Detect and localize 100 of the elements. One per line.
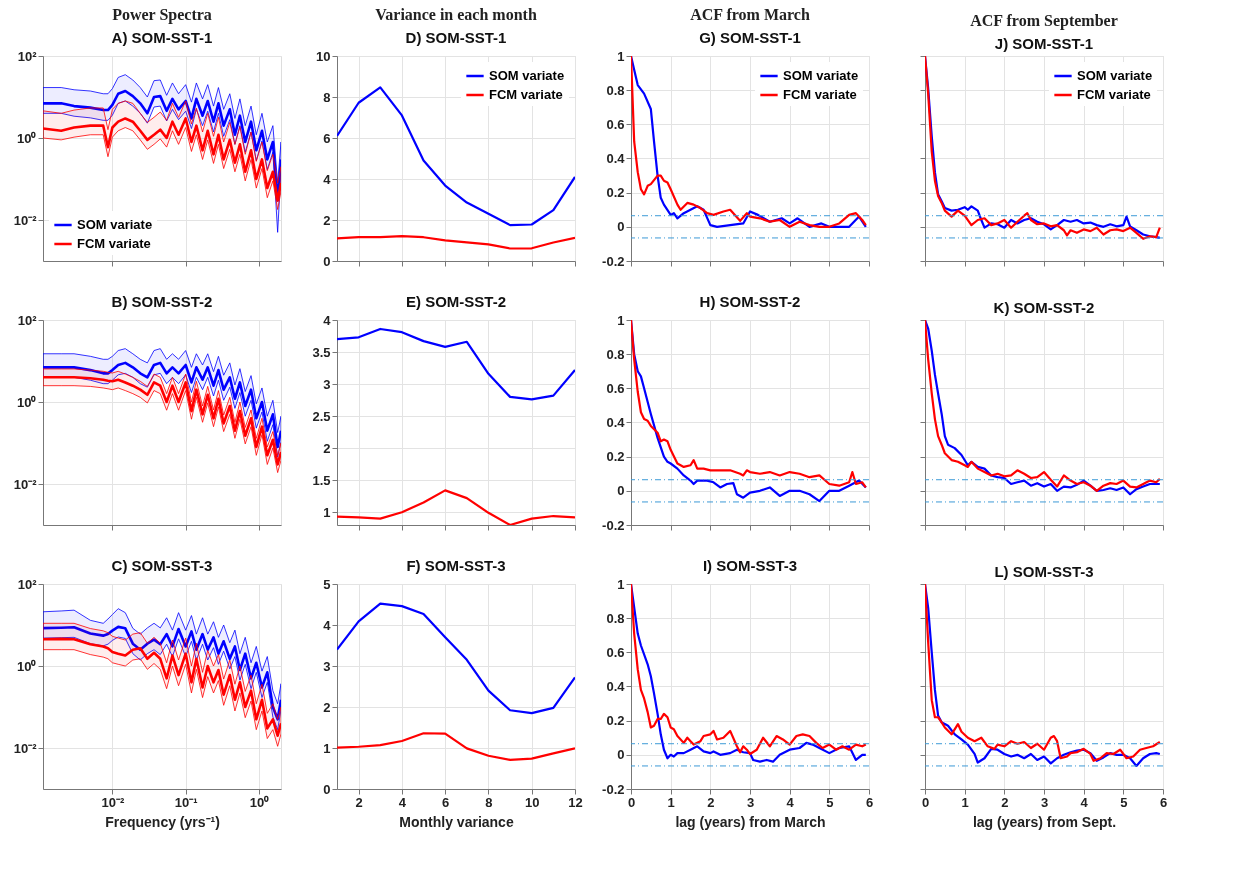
x-tick-label: 2 — [707, 794, 715, 810]
y-tick-label: 10² — [17, 576, 38, 592]
y-tick-label: 1 — [617, 576, 625, 592]
chart-title: Variance in each month — [375, 6, 537, 23]
line-series — [337, 602, 575, 715]
y-tick-label: 5 — [323, 576, 331, 592]
chart-title: C) SOM-SST-3 — [111, 557, 213, 574]
legend-label: SOM variate — [77, 217, 153, 232]
chart-subtitle: G) SOM-SST-1 — [699, 29, 801, 46]
x-tick-label: 2 — [355, 794, 363, 810]
legend-label: SOM variate — [783, 68, 859, 83]
x-tick-label: 4 — [398, 794, 407, 810]
chart-subtitle: J) SOM-SST-1 — [994, 34, 1094, 52]
line-series — [337, 235, 575, 250]
x-tick-label: 1 — [667, 794, 675, 810]
y-tick-label: 1 — [323, 504, 331, 520]
x-tick-label: 5 — [1120, 794, 1128, 810]
x-tick-label: 10⁰ — [249, 794, 270, 810]
x-tick-label: 0 — [627, 794, 636, 810]
chart-title: ACF from September — [970, 11, 1118, 30]
y-tick-label: 2 — [323, 212, 331, 228]
y-tick-label: 0.8 — [606, 346, 625, 362]
line-series — [337, 732, 575, 761]
chart-title: I) SOM-SST-3 — [702, 557, 798, 574]
x-tick-label: 2 — [1001, 794, 1009, 810]
legend-label: FCM variate — [489, 87, 563, 102]
y-tick-label: 0.4 — [606, 679, 626, 694]
y-tick-label: 2 — [323, 440, 331, 456]
x-tick-label: 3 — [1040, 794, 1049, 810]
y-tick-label: 0 — [323, 253, 331, 269]
y-tick-label: 10⁰ — [17, 658, 37, 674]
y-tick-label: 1 — [617, 312, 625, 328]
legend-label: FCM variate — [783, 87, 857, 102]
x-tick-label: 4 — [786, 794, 795, 810]
chart-title: E) SOM-SST-2 — [405, 293, 507, 310]
line-series — [337, 327, 575, 401]
legend-label: FCM variate — [1077, 87, 1151, 102]
y-tick-label: 0.6 — [606, 380, 625, 396]
x-tick-label: 8 — [485, 794, 493, 810]
y-tick-label: 10⁻² — [13, 740, 38, 756]
x-axis-title: lag (years) from March — [675, 813, 826, 830]
x-tick-label: 6 — [1159, 794, 1168, 810]
x-tick-label: 1 — [961, 794, 969, 810]
x-axis-title: Frequency (yrs⁻¹) — [105, 813, 220, 830]
x-tick-label: 5 — [826, 794, 834, 810]
chart-subtitle: D) SOM-SST-1 — [405, 29, 507, 46]
y-tick-label: 10⁻² — [13, 476, 38, 492]
x-axis-title: Monthly variance — [399, 813, 514, 830]
x-tick-label: 4 — [1080, 794, 1089, 810]
y-tick-label: 10⁻² — [13, 212, 38, 228]
y-tick-label: 0.6 — [606, 116, 625, 132]
y-tick-label: 1 — [323, 740, 331, 756]
y-tick-label: 0 — [323, 781, 331, 797]
legend-label: SOM variate — [489, 68, 565, 83]
x-tick-label: 10⁻² — [101, 794, 125, 810]
y-tick-label: 4 — [323, 171, 332, 187]
x-tick-label: 0 — [921, 794, 930, 810]
y-tick-label: 0 — [617, 747, 625, 763]
y-tick-label: 4 — [323, 617, 332, 633]
y-tick-label: 8 — [323, 89, 331, 105]
y-tick-label: 10² — [17, 312, 38, 328]
x-tick-label: 3 — [746, 794, 755, 810]
y-tick-label: 10⁰ — [17, 394, 37, 410]
y-tick-label: 0 — [617, 219, 625, 235]
x-tick-label: 6 — [865, 794, 874, 810]
y-tick-label: -0.2 — [602, 517, 625, 533]
y-tick-label: 0.2 — [606, 449, 625, 465]
chart-title: F) SOM-SST-3 — [406, 557, 506, 574]
y-tick-label: 4 — [323, 312, 332, 328]
chart-subtitle: A) SOM-SST-1 — [111, 29, 213, 46]
line-series — [337, 86, 575, 227]
y-tick-label: -0.2 — [602, 781, 625, 797]
legend-label: FCM variate — [77, 236, 151, 251]
x-tick-label: 10⁻¹ — [174, 794, 198, 810]
y-tick-label: -0.2 — [602, 253, 625, 269]
y-tick-label: 3.5 — [312, 344, 331, 360]
y-tick-label: 2.5 — [312, 408, 331, 424]
chart-title: ACF from March — [690, 6, 810, 23]
chart-title: Power Spectra — [112, 6, 212, 24]
y-tick-label: 6 — [323, 130, 331, 146]
y-tick-label: 3 — [323, 376, 331, 392]
y-tick-label: 0 — [617, 483, 625, 499]
y-tick-label: 10² — [17, 48, 38, 64]
y-tick-label: 0.8 — [606, 610, 625, 626]
x-axis-title: lag (years) from Sept. — [972, 813, 1117, 830]
chart-title: K) SOM-SST-2 — [993, 298, 1095, 316]
x-tick-label: 12 — [568, 794, 583, 810]
chart-title: H) SOM-SST-2 — [699, 293, 801, 310]
y-tick-label: 1.5 — [312, 472, 331, 488]
y-tick-label: 3 — [323, 658, 331, 674]
y-tick-label: 10 — [316, 48, 331, 64]
x-tick-label: 10 — [524, 794, 540, 810]
x-tick-label: 6 — [442, 794, 450, 810]
legend-label: SOM variate — [1077, 68, 1153, 83]
y-tick-label: 0.8 — [606, 82, 625, 98]
y-tick-label: 2 — [323, 699, 331, 715]
y-tick-label: 10⁰ — [17, 130, 37, 146]
y-tick-label: 1 — [617, 48, 625, 64]
y-tick-label: 0.2 — [606, 185, 625, 201]
y-tick-label: 0.2 — [606, 713, 625, 729]
